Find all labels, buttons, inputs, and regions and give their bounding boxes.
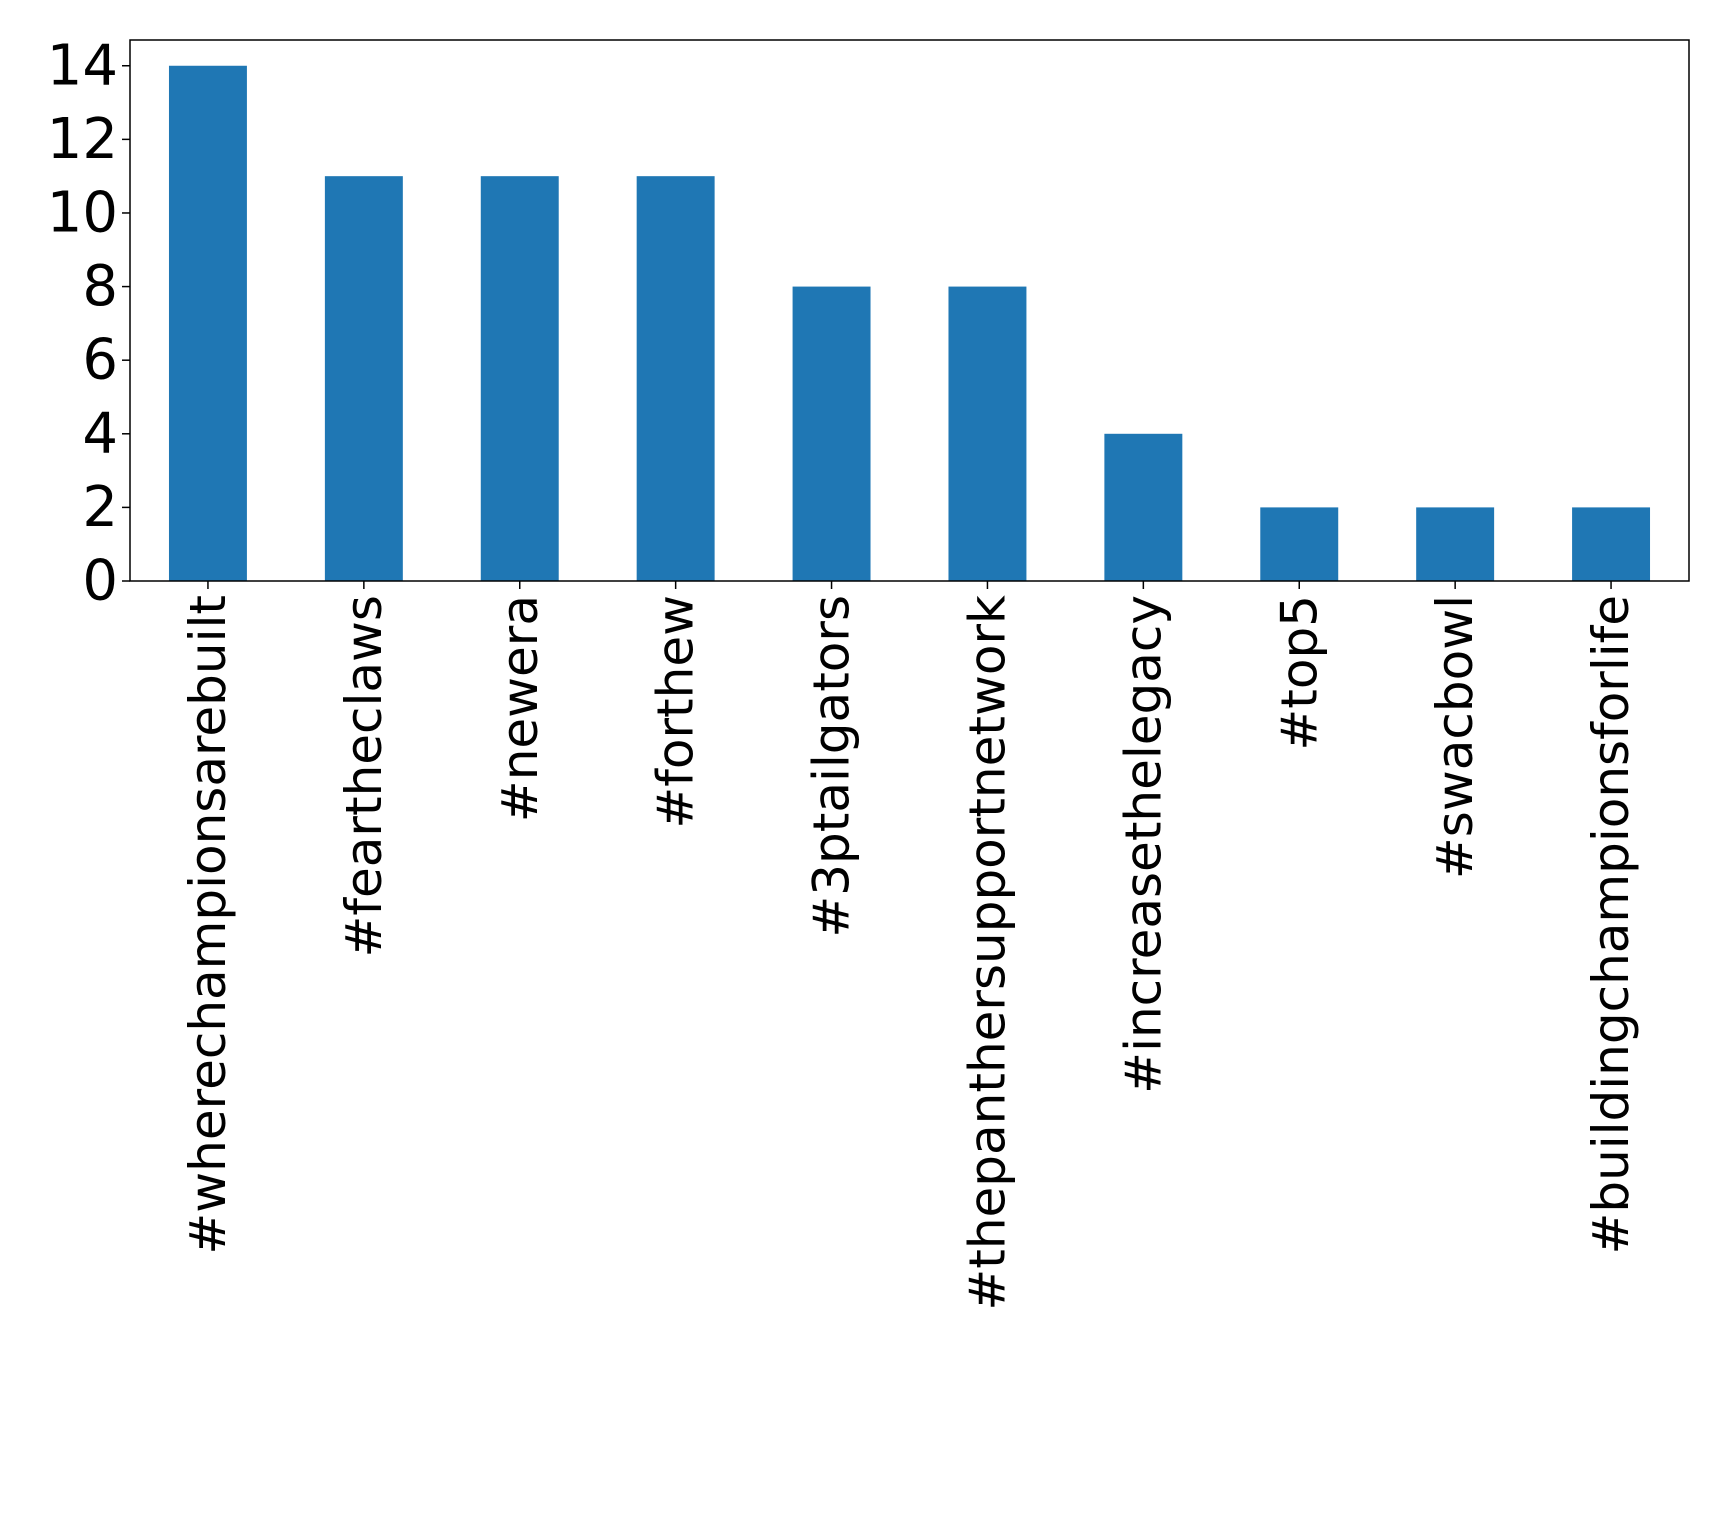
bars-layer	[168, 65, 1651, 582]
y-tick-label-4: 8	[82, 254, 118, 319]
bar-9	[1572, 507, 1651, 581]
x-tick-label-4: #3ptailgators	[803, 595, 861, 938]
plot-frame	[129, 39, 1690, 582]
bar-4	[792, 286, 871, 581]
x-tick-label-0: #wherechampionsarebuilt	[179, 595, 237, 1255]
x-tick-label-9: #buildingchampionsforlife	[1582, 595, 1640, 1255]
bar-8	[1416, 507, 1495, 581]
bar-2	[480, 176, 559, 582]
y-axis-ticks: 0 2 4 6 8 10 12 14	[47, 33, 130, 614]
x-tick-label-8: #swacbowl	[1426, 595, 1484, 879]
x-axis-ticks: #wherechampionsarebuilt #feartheclaws #new…	[179, 581, 1640, 1311]
bar-0	[168, 65, 247, 581]
y-tick-label-3: 6	[82, 328, 118, 393]
x-tick-label-5: #thepanthersupportnetwork	[958, 595, 1016, 1311]
bar-1	[324, 176, 403, 582]
y-tick-label-2: 4	[82, 401, 118, 466]
x-tick-label-6: #increasethelegacy	[1114, 595, 1172, 1094]
x-tick-label-7: #top5	[1270, 595, 1328, 751]
y-tick-label-1: 2	[82, 475, 118, 540]
y-tick-label-6: 12	[47, 107, 118, 172]
bar-6	[1104, 433, 1183, 581]
x-tick-label-2: #newera	[491, 595, 549, 822]
x-tick-label-3: #forthew	[647, 595, 705, 829]
y-tick-label-5: 10	[47, 180, 118, 245]
x-tick-label-1: #feartheclaws	[335, 595, 393, 957]
bar-5	[948, 286, 1027, 581]
bar-7	[1260, 507, 1339, 581]
y-tick-label-7: 14	[47, 33, 118, 98]
bar-3	[636, 176, 715, 582]
y-tick-label-0: 0	[82, 549, 118, 614]
